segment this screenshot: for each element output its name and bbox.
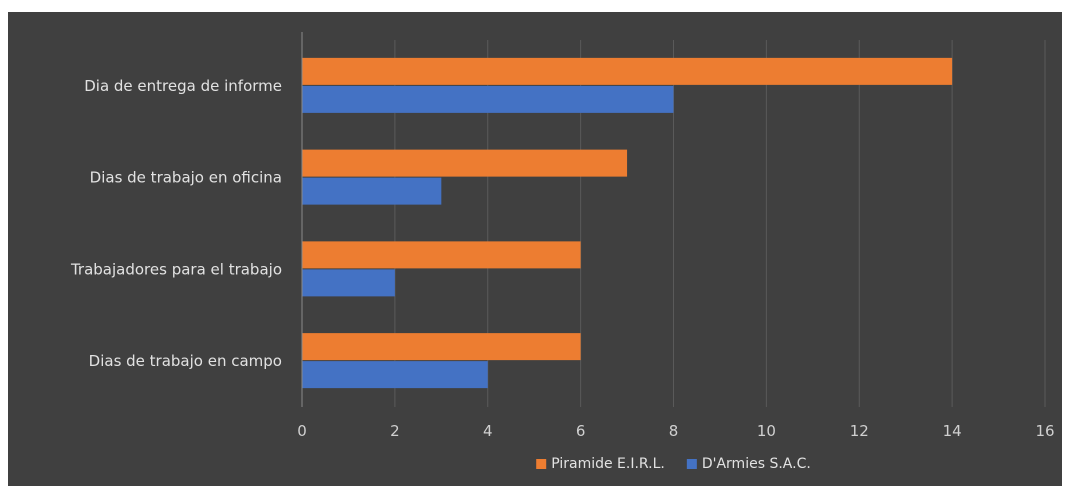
legend: Piramide E.I.R.L. D'Armies S.A.C. — [536, 456, 811, 472]
bar — [302, 177, 442, 205]
bar — [302, 361, 488, 389]
bar — [302, 333, 581, 361]
legend-item: Piramide E.I.R.L. — [536, 456, 665, 472]
x-tick-label: 2 — [390, 422, 400, 440]
category-label: Dia de entrega de informe — [84, 77, 282, 95]
legend-swatch — [536, 459, 547, 469]
x-tick-label: 10 — [757, 422, 776, 440]
category-label: Dias de trabajo en campo — [89, 352, 282, 370]
legend-label: Piramide E.I.R.L. — [551, 456, 665, 472]
bars — [302, 57, 953, 389]
x-tick-label: 16 — [1035, 422, 1054, 440]
bar — [302, 149, 628, 177]
legend-item: D'Armies S.A.C. — [686, 456, 811, 472]
bar — [302, 85, 674, 113]
bar — [302, 269, 395, 297]
x-tick-label: 12 — [850, 422, 869, 440]
x-tick-label: 6 — [576, 422, 586, 440]
x-tick-label: 14 — [943, 422, 962, 440]
legend-label: D'Armies S.A.C. — [702, 456, 811, 472]
category-label: Trabajadores para el trabajo — [70, 260, 282, 278]
x-tick-label: 4 — [483, 422, 493, 440]
legend-swatch — [686, 459, 697, 469]
x-tick-labels: 0 2 4 6 8 10 12 14 16 — [297, 422, 1054, 440]
bar — [302, 241, 581, 269]
category-label: Dias de trabajo en oficina — [90, 169, 282, 187]
bar — [302, 57, 953, 85]
x-tick-label: 8 — [669, 422, 679, 440]
category-labels: Dia de entrega de informe Dias de trabajo… — [70, 77, 282, 370]
x-tick-label: 0 — [297, 422, 307, 440]
